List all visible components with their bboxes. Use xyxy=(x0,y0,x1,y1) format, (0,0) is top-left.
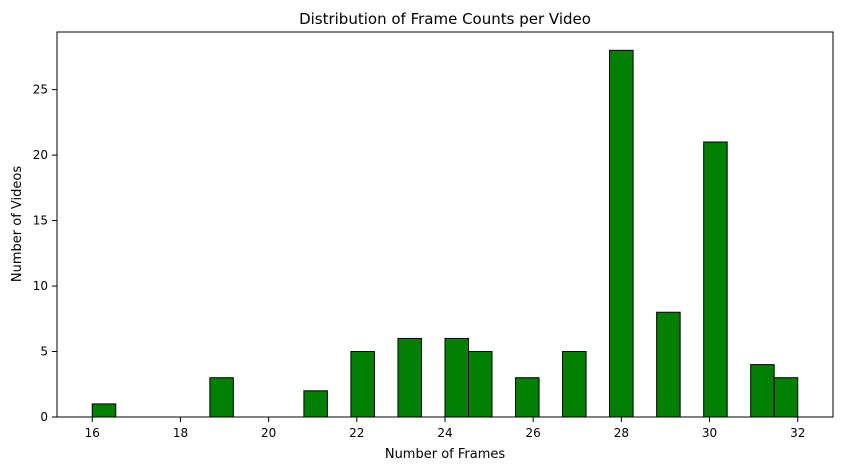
x-tick-label-20: 20 xyxy=(261,426,276,440)
x-tick-label-32: 32 xyxy=(790,426,805,440)
x-axis-label: Number of Frames xyxy=(385,447,506,462)
bar-11 xyxy=(703,141,728,418)
chart-title: Distribution of Frame Counts per Video xyxy=(299,10,591,28)
y-tick-label-25: 25 xyxy=(33,83,48,97)
bar-9 xyxy=(609,49,634,418)
x-axis-ticks: 16 18 20 22 24 26 28 30 32 xyxy=(85,417,805,440)
y-tick-label-20: 20 xyxy=(33,148,48,162)
x-tick-label-18: 18 xyxy=(173,426,188,440)
bar-3 xyxy=(350,351,375,418)
bar-6 xyxy=(468,351,493,418)
y-axis-label: Number of Videos xyxy=(10,166,25,282)
bar-1 xyxy=(209,377,234,418)
x-tick-label-30: 30 xyxy=(702,426,717,440)
x-tick-label-24: 24 xyxy=(437,426,452,440)
x-tick-label-16: 16 xyxy=(85,426,100,440)
y-tick-label-15: 15 xyxy=(33,214,48,228)
x-tick-label-22: 22 xyxy=(349,426,364,440)
bar-7 xyxy=(515,377,540,418)
bar-0 xyxy=(91,403,117,418)
bar-13 xyxy=(773,377,799,418)
y-axis-ticks: 0 5 10 15 20 25 xyxy=(33,83,57,424)
y-tick-label-10: 10 xyxy=(33,279,48,293)
x-tick-label-26: 26 xyxy=(526,426,541,440)
x-tick-label-28: 28 xyxy=(614,426,629,440)
y-tick-label-0: 0 xyxy=(40,410,48,424)
bar-4 xyxy=(397,337,422,418)
bar-12 xyxy=(750,364,775,418)
bar-2 xyxy=(303,390,328,418)
y-tick-label-5: 5 xyxy=(40,345,48,359)
bars-group xyxy=(91,49,799,418)
bar-10 xyxy=(656,311,681,418)
bar-5 xyxy=(444,337,469,418)
bar-8 xyxy=(562,351,587,418)
